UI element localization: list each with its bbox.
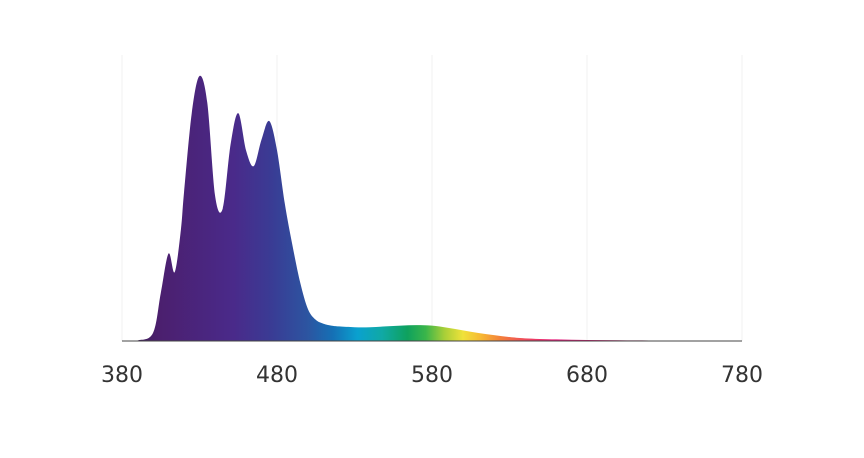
x-tick-label-680: 680 [566, 363, 608, 388]
x-axis-ticks: 380 480 580 680 780 [101, 363, 763, 388]
x-tick-label-480: 480 [256, 363, 298, 388]
x-tick-label-580: 580 [411, 363, 453, 388]
spectrum-area [122, 75, 742, 342]
x-tick-label-380: 380 [101, 363, 143, 388]
x-tick-label-780: 780 [721, 363, 763, 388]
